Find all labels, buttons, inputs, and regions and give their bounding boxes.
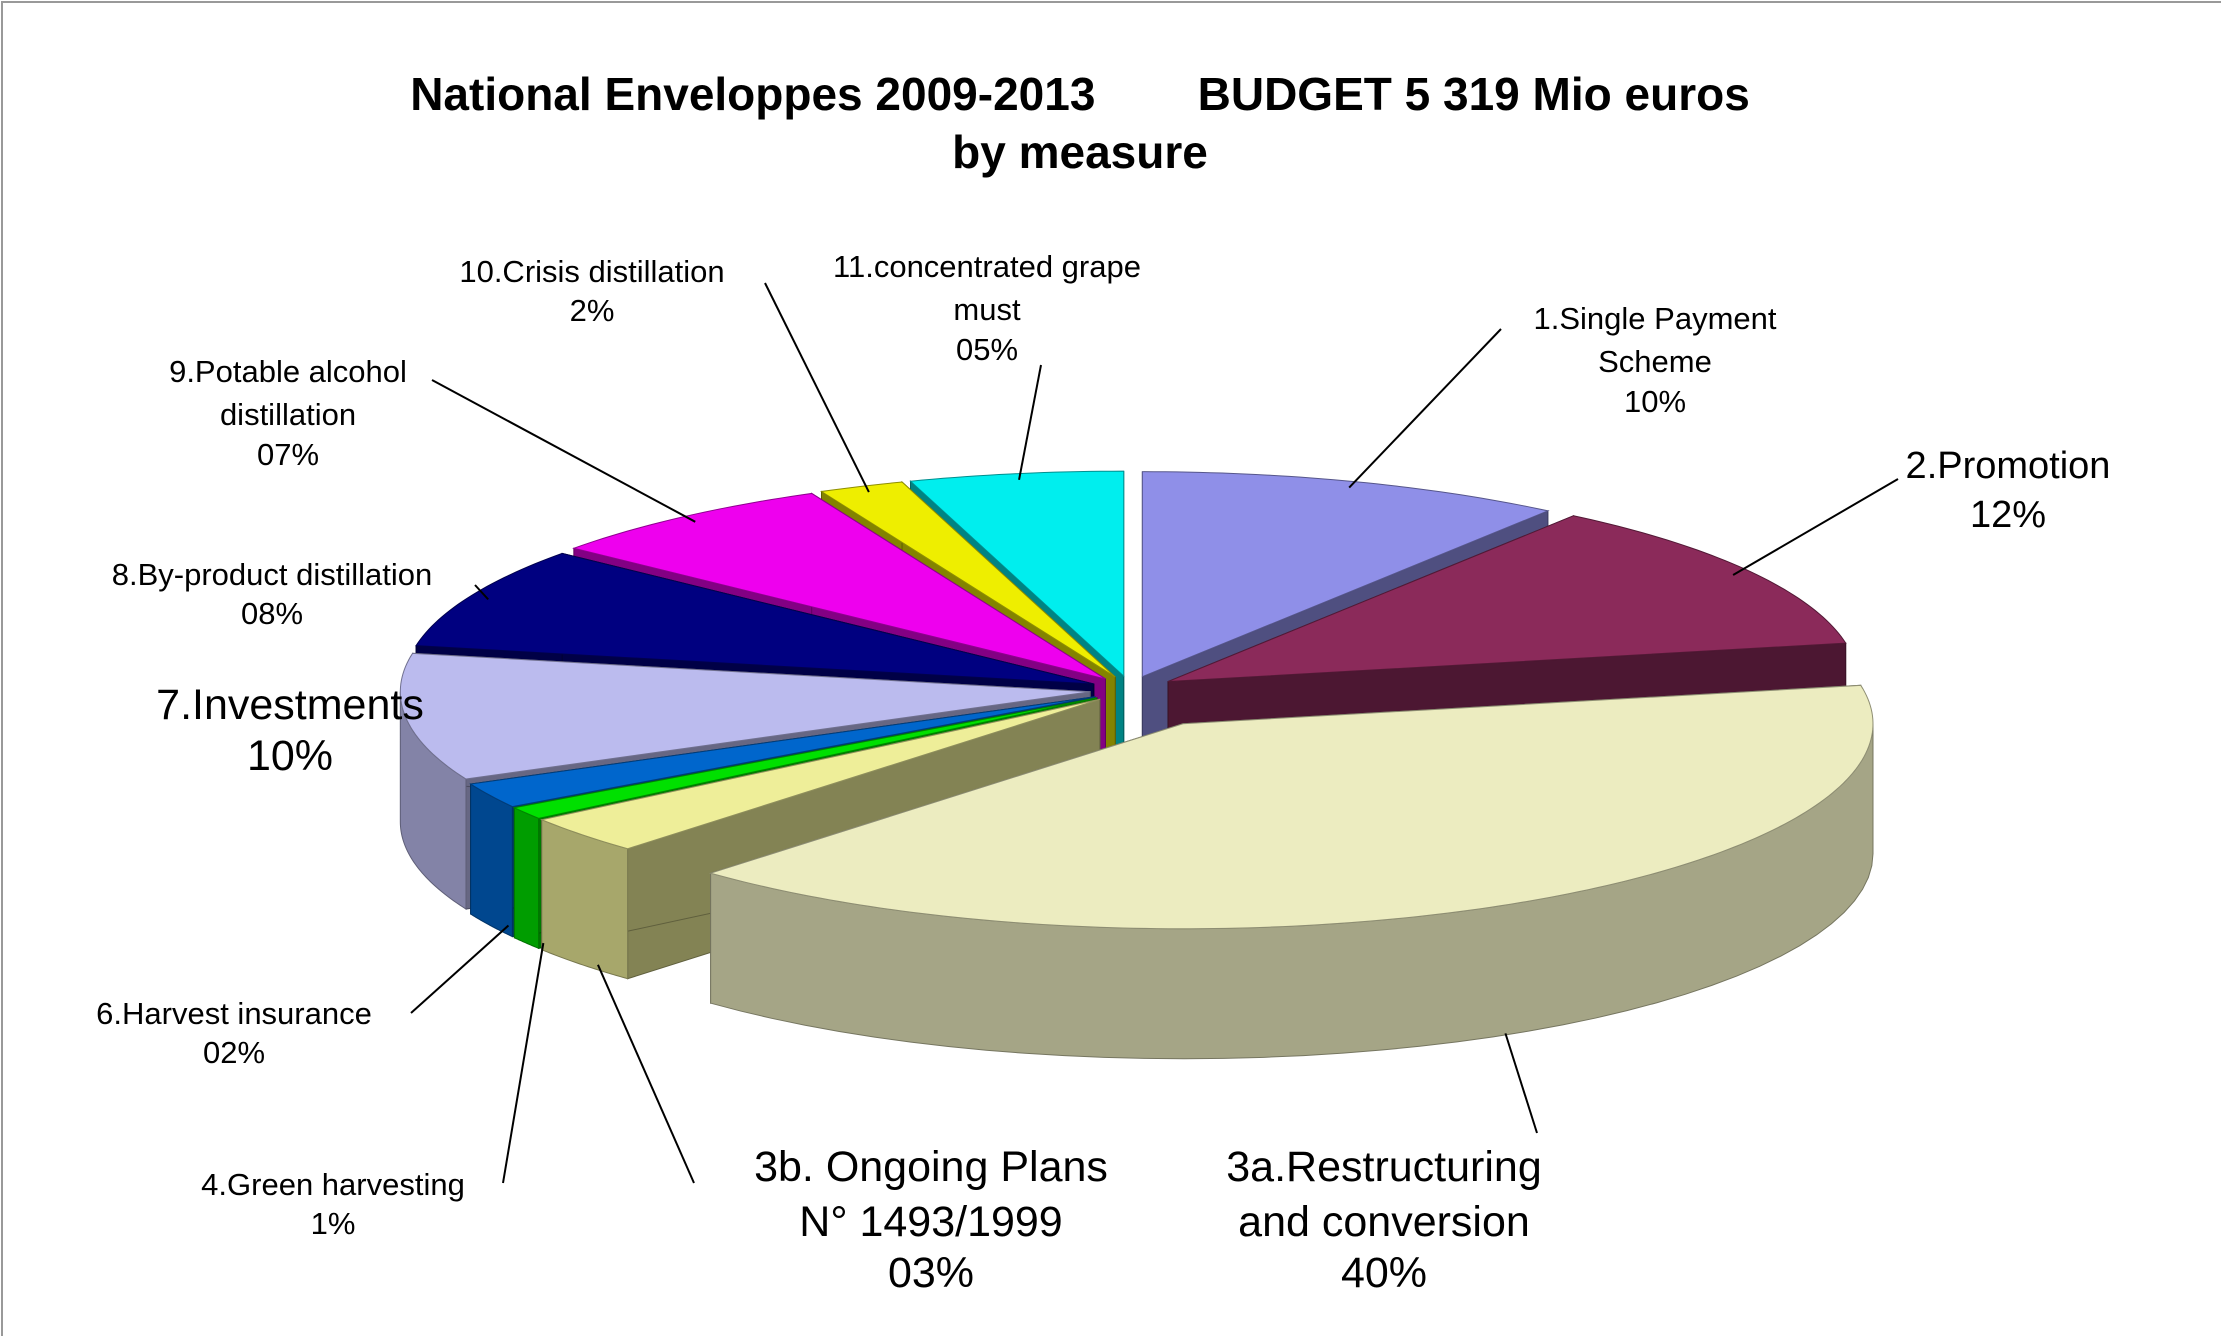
slice-label: 2.Promotion <box>1905 445 2111 487</box>
slice-label: 9.Potable alcohol distillation <box>169 354 407 433</box>
leader-line <box>502 942 545 1184</box>
leader-line <box>431 379 696 523</box>
value-label: 12% <box>1969 494 2047 536</box>
leader-line <box>1504 1033 1538 1134</box>
slice <box>469 696 1096 808</box>
leader-line <box>597 964 695 1184</box>
value-label: 03% <box>887 1249 975 1297</box>
slice-label: 3b. Ongoing Plans N° 1493/1999 <box>754 1143 1108 1247</box>
value-label: 2% <box>569 293 615 328</box>
value-label: 05% <box>955 332 1019 367</box>
slice-label: 6.Harvest insurance <box>96 996 372 1031</box>
leader-line <box>1348 328 1502 489</box>
slice-label: 10.Crisis distillation <box>459 254 725 289</box>
value-label: 10% <box>246 732 334 780</box>
chart-title: National Enveloppes 2009-2013 BUDGET 5 3… <box>410 68 1750 178</box>
slice-wall <box>470 783 513 938</box>
leader-line <box>1018 364 1042 480</box>
slice <box>399 652 1091 780</box>
slice <box>909 470 1125 678</box>
slice <box>512 697 1098 819</box>
slice <box>708 684 1874 930</box>
slice-label: 3a.Restructuring and conversion <box>1226 1143 1542 1247</box>
slice-label: 7.Investments <box>156 681 424 729</box>
value-label: 1% <box>310 1206 356 1241</box>
value-label: 08% <box>240 596 304 631</box>
slice-wall <box>513 806 540 950</box>
slice <box>415 552 1094 685</box>
leader-line <box>764 282 870 493</box>
value-label: 10% <box>1623 384 1687 419</box>
value-label: 02% <box>202 1035 266 1070</box>
slice-label: 8.By-product distillation <box>111 557 433 592</box>
slice-label: 1.Single Payment Scheme <box>1533 301 1777 380</box>
slice <box>540 698 1101 850</box>
slice-label: 4.Green harvesting <box>201 1167 465 1202</box>
leader-line <box>410 924 510 1014</box>
slice <box>572 492 1106 680</box>
slice <box>820 481 1116 678</box>
slice <box>1167 515 1847 683</box>
value-label: 40% <box>1340 1249 1428 1297</box>
value-label: 07% <box>256 437 320 472</box>
slice-label: 11.concentrated grape must <box>833 249 1141 328</box>
leader-line <box>474 584 489 601</box>
leader-line <box>1732 478 1899 576</box>
